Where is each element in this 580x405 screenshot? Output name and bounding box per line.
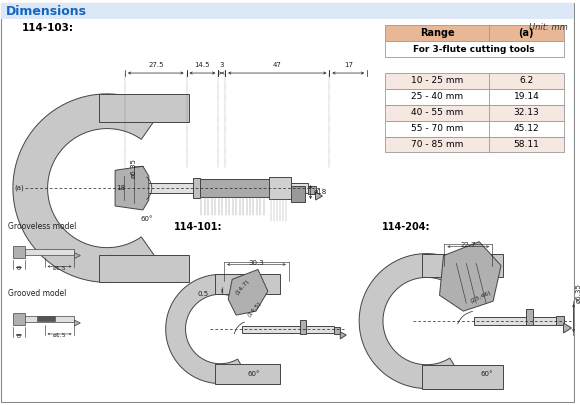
Text: (14.7): (14.7) — [234, 279, 250, 296]
Bar — [422, 254, 503, 277]
Text: 14.5: 14.5 — [195, 62, 210, 68]
Text: 8: 8 — [17, 334, 21, 339]
Text: Unit: mm: Unit: mm — [529, 23, 567, 32]
Text: 22.7: 22.7 — [461, 242, 476, 248]
Polygon shape — [228, 269, 268, 315]
Bar — [99, 255, 188, 282]
Bar — [242, 326, 334, 333]
Bar — [385, 26, 564, 41]
Text: 27.5: 27.5 — [148, 62, 164, 68]
Text: Dimensions: Dimensions — [6, 4, 87, 17]
Bar — [1, 2, 574, 19]
Text: (23.46): (23.46) — [470, 290, 492, 304]
Bar — [385, 121, 564, 136]
Polygon shape — [74, 320, 81, 326]
Polygon shape — [340, 332, 346, 339]
Text: 40 - 55 mm: 40 - 55 mm — [411, 108, 463, 117]
Text: (a): (a) — [14, 185, 24, 192]
Text: ø1.5: ø1.5 — [53, 333, 66, 338]
Bar — [422, 365, 503, 388]
Text: 47: 47 — [273, 62, 282, 68]
Text: ø6.35: ø6.35 — [131, 158, 137, 178]
Text: Grooved model: Grooved model — [8, 289, 66, 298]
Bar — [37, 316, 55, 321]
Text: 58.11: 58.11 — [513, 140, 539, 149]
Polygon shape — [74, 253, 81, 258]
Polygon shape — [316, 192, 322, 200]
Text: 6.2: 6.2 — [519, 77, 534, 85]
Bar — [300, 320, 306, 334]
Bar — [23, 316, 74, 322]
Bar — [215, 275, 280, 294]
Bar — [200, 179, 269, 197]
Bar — [385, 89, 564, 105]
Text: 60°: 60° — [481, 371, 494, 377]
Text: ø18: ø18 — [314, 189, 327, 195]
Bar — [13, 313, 25, 325]
Text: 55 - 70 mm: 55 - 70 mm — [411, 124, 463, 133]
Text: Range: Range — [420, 28, 454, 38]
Text: 3: 3 — [219, 62, 224, 68]
Bar — [385, 136, 564, 152]
Text: ø6.35: ø6.35 — [575, 284, 580, 303]
Polygon shape — [115, 166, 149, 210]
Bar — [194, 178, 201, 198]
Polygon shape — [359, 254, 462, 388]
Bar — [556, 316, 564, 325]
Text: 19.14: 19.14 — [513, 92, 539, 101]
Text: 10 - 25 mm: 10 - 25 mm — [411, 77, 463, 85]
Bar — [115, 183, 307, 193]
Text: 45.12: 45.12 — [513, 124, 539, 133]
Text: 0.5: 0.5 — [197, 291, 208, 297]
Text: ø1.5: ø1.5 — [53, 265, 66, 271]
Text: 17: 17 — [344, 62, 353, 68]
Polygon shape — [440, 242, 501, 311]
Text: 70 - 85 mm: 70 - 85 mm — [411, 140, 463, 149]
Bar — [23, 249, 74, 255]
Polygon shape — [13, 94, 161, 282]
Bar — [307, 186, 316, 194]
Bar — [99, 94, 188, 122]
Text: (a): (a) — [519, 28, 534, 38]
Text: For 3-flute cutting tools: For 3-flute cutting tools — [414, 45, 535, 54]
Bar — [269, 177, 291, 199]
Bar — [385, 105, 564, 121]
Polygon shape — [166, 275, 248, 384]
Text: (14.5): (14.5) — [247, 301, 263, 318]
Text: 30.3: 30.3 — [249, 260, 264, 266]
Bar — [13, 246, 25, 258]
Polygon shape — [564, 323, 571, 333]
Text: 8: 8 — [17, 266, 21, 271]
Bar — [385, 41, 564, 57]
Text: 18: 18 — [117, 185, 125, 191]
Bar — [385, 73, 564, 89]
Text: 32.13: 32.13 — [513, 108, 539, 117]
Text: 114-101:: 114-101: — [173, 222, 222, 232]
Text: Grooveless model: Grooveless model — [8, 222, 77, 231]
Text: 60°: 60° — [248, 371, 260, 377]
Bar — [215, 364, 280, 384]
Bar — [291, 186, 304, 202]
Text: 25 - 40 mm: 25 - 40 mm — [411, 92, 463, 101]
Text: 114-103:: 114-103: — [22, 23, 74, 34]
Bar — [334, 327, 340, 334]
Bar — [526, 309, 533, 325]
Bar — [474, 317, 556, 325]
Text: 60°: 60° — [140, 216, 153, 222]
Text: 114-204:: 114-204: — [382, 222, 430, 232]
